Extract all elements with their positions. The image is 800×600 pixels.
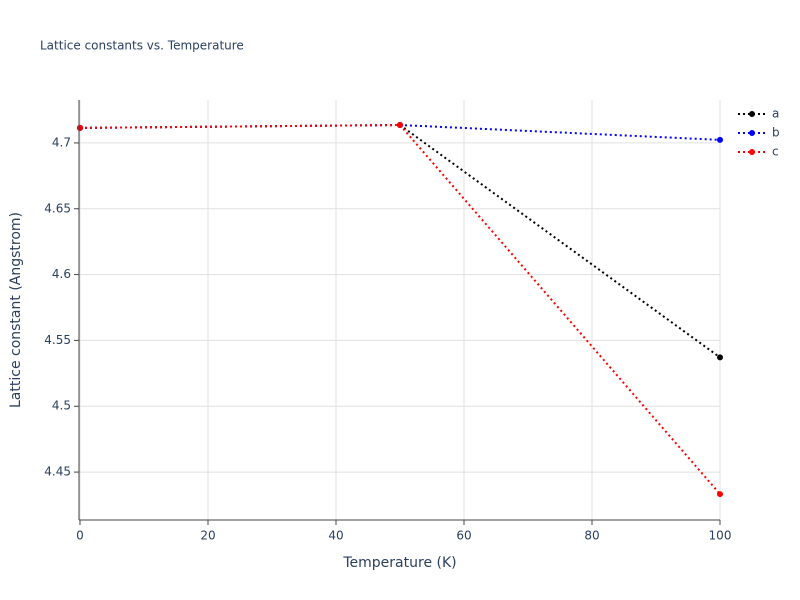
legend: abc (738, 107, 780, 159)
grid: 4.45 4.5 4.55 4.6 4.65 4.7 0 20 40 60 80 100 (44, 100, 731, 543)
x-axis-title: Temperature (K) (342, 555, 456, 571)
y-tick-label: 4.7 (52, 135, 71, 149)
data-point (717, 136, 723, 143)
y-tick-label: 4.45 (44, 465, 71, 479)
y-tick-label: 4.5 (52, 399, 71, 413)
legend-item[interactable]: b (738, 126, 780, 140)
x-tick-label: 100 (709, 529, 732, 543)
data-point (77, 124, 83, 131)
x-tick-label: 20 (200, 529, 215, 543)
data-point (397, 122, 403, 129)
data-point (717, 491, 723, 498)
series-line (79, 124, 721, 495)
legend-marker (749, 130, 755, 136)
legend-item[interactable]: c (738, 145, 779, 159)
x-tick-label: 40 (328, 529, 343, 543)
y-tick-label: 4.6 (52, 267, 71, 281)
plot-area (77, 122, 723, 498)
chart-title: Lattice constants vs. Temperature (40, 39, 244, 53)
legend-label: b (772, 126, 780, 140)
legend-label: c (772, 145, 779, 159)
x-tick-label: 80 (584, 529, 599, 543)
x-tick-label: 0 (76, 529, 84, 543)
legend-marker (749, 149, 755, 155)
series-line (79, 124, 721, 359)
data-point (717, 354, 723, 361)
y-tick-label: 4.65 (44, 201, 71, 215)
y-tick-label: 4.55 (44, 333, 71, 347)
legend-label: a (772, 107, 779, 121)
x-tick-label: 60 (456, 529, 471, 543)
legend-marker (749, 111, 755, 117)
legend-item[interactable]: a (738, 107, 779, 121)
y-axis-title: Lattice constant (Angstrom) (8, 212, 24, 408)
